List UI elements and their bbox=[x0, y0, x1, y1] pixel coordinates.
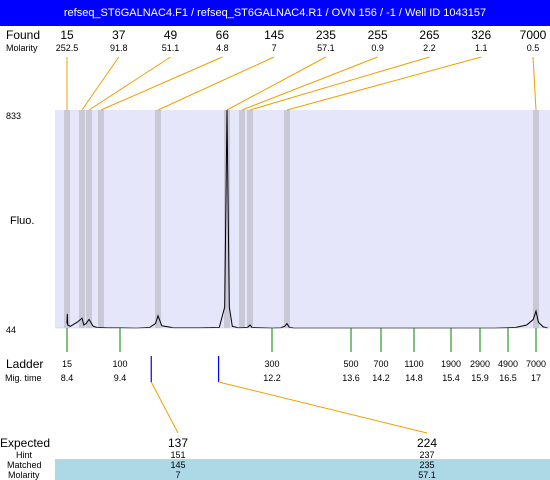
found-size: 265 bbox=[419, 28, 439, 42]
ladder-mig-time: 12.2 bbox=[263, 373, 281, 383]
ladder-size: 4900 bbox=[498, 359, 518, 369]
found-size: 66 bbox=[216, 28, 230, 42]
found-size: 37 bbox=[112, 28, 126, 42]
found-size: 326 bbox=[471, 28, 491, 42]
y-tick-min: 44 bbox=[6, 325, 16, 335]
found-molarity: 252.5 bbox=[56, 43, 79, 53]
expected-label: Expected bbox=[0, 436, 50, 450]
found-connector bbox=[100, 56, 223, 111]
found-band bbox=[224, 110, 230, 328]
found-size: 235 bbox=[316, 28, 336, 42]
found-connector bbox=[157, 56, 275, 111]
found-connector bbox=[88, 56, 171, 111]
ladder-mig-time: 13.6 bbox=[342, 373, 360, 383]
found-size: 7000 bbox=[520, 28, 547, 42]
found-band bbox=[98, 110, 104, 328]
ladder-mig-time: 15.9 bbox=[471, 373, 489, 383]
found-connector bbox=[81, 56, 120, 111]
ladder-mig-time: 17 bbox=[531, 373, 541, 383]
found-molarity: 0.5 bbox=[527, 43, 540, 53]
found-size: 49 bbox=[164, 28, 178, 42]
y-tick-max: 833 bbox=[6, 111, 21, 121]
title-bar: refseq_ST6GALNAC4.F1 / refseq_ST6GALNAC4… bbox=[0, 0, 550, 26]
found-band bbox=[247, 110, 253, 328]
ladder-label: Ladder bbox=[6, 357, 43, 371]
matched-size: 235 bbox=[419, 460, 434, 470]
ladder-size: 700 bbox=[373, 359, 388, 369]
mig-time-label: Mig. time bbox=[5, 373, 42, 383]
ladder-size: 7000 bbox=[526, 359, 546, 369]
matched-molarity: 7 bbox=[175, 470, 180, 480]
expected-size: 137 bbox=[168, 436, 188, 450]
matched-row-bg bbox=[55, 459, 550, 480]
found-size: 255 bbox=[368, 28, 388, 42]
found-molarity: 4.8 bbox=[216, 43, 229, 53]
ladder-size: 100 bbox=[112, 359, 127, 369]
found-band bbox=[533, 110, 539, 328]
ladder-mig-time: 9.4 bbox=[114, 373, 127, 383]
hint-size: 237 bbox=[419, 450, 434, 460]
hint-size: 151 bbox=[170, 450, 185, 460]
ladder-mig-time: 8.4 bbox=[61, 373, 74, 383]
found-molarity: 51.1 bbox=[162, 43, 180, 53]
found-molarity: 0.9 bbox=[371, 43, 384, 53]
found-molarity: 1.1 bbox=[475, 43, 488, 53]
found-molarity: 7 bbox=[272, 43, 277, 53]
fluo-label: Fluo. bbox=[10, 215, 34, 227]
found-band bbox=[155, 110, 161, 328]
found-band bbox=[64, 110, 70, 328]
molarity-label: Molarity bbox=[6, 43, 38, 53]
expected-connector bbox=[150, 381, 179, 434]
title: refseq_ST6GALNAC4.F1 / refseq_ST6GALNAC4… bbox=[63, 7, 487, 19]
found-band bbox=[86, 110, 92, 328]
expected-size: 224 bbox=[417, 436, 437, 450]
ladder-mig-time: 14.2 bbox=[372, 373, 390, 383]
matched-size: 145 bbox=[170, 460, 185, 470]
matched-label: Matched bbox=[7, 460, 42, 470]
hint-label: Hint bbox=[16, 450, 33, 460]
ladder-size: 500 bbox=[343, 359, 358, 369]
matched-molarity: 57.1 bbox=[418, 470, 436, 480]
ladder-mig-time: 16.5 bbox=[499, 373, 517, 383]
found-molarity: 2.2 bbox=[423, 43, 436, 53]
molarity-bottom-label: Molarity bbox=[8, 470, 40, 480]
found-connector bbox=[226, 56, 327, 111]
found-band bbox=[284, 110, 290, 328]
plot-area bbox=[55, 110, 550, 328]
ladder-size: 1100 bbox=[404, 359, 423, 369]
expected-connector bbox=[218, 381, 428, 434]
ladder-size: 2900 bbox=[470, 359, 490, 369]
found-size: 145 bbox=[264, 28, 284, 42]
found-connector bbox=[249, 56, 430, 111]
ladder-size: 1900 bbox=[441, 359, 461, 369]
found-size: 15 bbox=[60, 28, 74, 42]
found-connector bbox=[532, 56, 537, 111]
found-molarity: 91.8 bbox=[110, 43, 128, 53]
found-band bbox=[79, 110, 85, 328]
ladder-mig-time: 14.8 bbox=[405, 373, 423, 383]
ladder-size: 300 bbox=[264, 359, 279, 369]
found-connector bbox=[286, 56, 482, 111]
found-band bbox=[239, 110, 245, 328]
found-connector bbox=[241, 56, 378, 111]
found-molarity: 57.1 bbox=[317, 43, 335, 53]
found-label: Found bbox=[6, 28, 40, 42]
ladder-size: 15 bbox=[62, 359, 72, 369]
ladder-mig-time: 15.4 bbox=[442, 373, 460, 383]
